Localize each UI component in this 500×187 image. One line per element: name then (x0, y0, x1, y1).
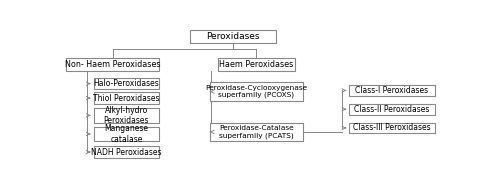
Text: Halo-Peroxidases: Halo-Peroxidases (94, 79, 160, 88)
FancyBboxPatch shape (349, 122, 434, 133)
Text: Manganese
catalase: Manganese catalase (104, 124, 148, 144)
FancyBboxPatch shape (218, 58, 295, 71)
FancyBboxPatch shape (94, 146, 160, 158)
FancyBboxPatch shape (94, 78, 160, 89)
FancyBboxPatch shape (349, 85, 434, 96)
Text: Class-III Peroxidases: Class-III Peroxidases (353, 123, 430, 132)
FancyBboxPatch shape (349, 104, 434, 115)
Text: Alkyl-hydro
Peroxidases: Alkyl-hydro Peroxidases (104, 106, 149, 125)
FancyBboxPatch shape (94, 127, 160, 141)
FancyBboxPatch shape (94, 108, 160, 122)
FancyBboxPatch shape (94, 92, 160, 104)
Text: Peroxidase-Catalase
superfamily (PCATS): Peroxidase-Catalase superfamily (PCATS) (219, 125, 294, 139)
FancyBboxPatch shape (210, 122, 303, 141)
Text: NADH Peroxidases: NADH Peroxidases (91, 148, 162, 157)
FancyBboxPatch shape (210, 82, 303, 101)
FancyBboxPatch shape (190, 30, 276, 43)
Text: Haem Peroxidases: Haem Peroxidases (219, 60, 294, 69)
Text: Peroxidase-Cyclooxygenase
superfamily (PCOXS): Peroxidase-Cyclooxygenase superfamily (P… (205, 85, 308, 98)
Text: Class-II Peroxidases: Class-II Peroxidases (354, 105, 430, 114)
FancyBboxPatch shape (66, 58, 160, 71)
Text: Peroxidases: Peroxidases (206, 32, 260, 41)
Text: Thiol Peroxidases: Thiol Peroxidases (93, 94, 160, 102)
Text: Non- Haem Peroxidases: Non- Haem Peroxidases (65, 60, 160, 69)
Text: Class-I Peroxidases: Class-I Peroxidases (356, 86, 428, 95)
